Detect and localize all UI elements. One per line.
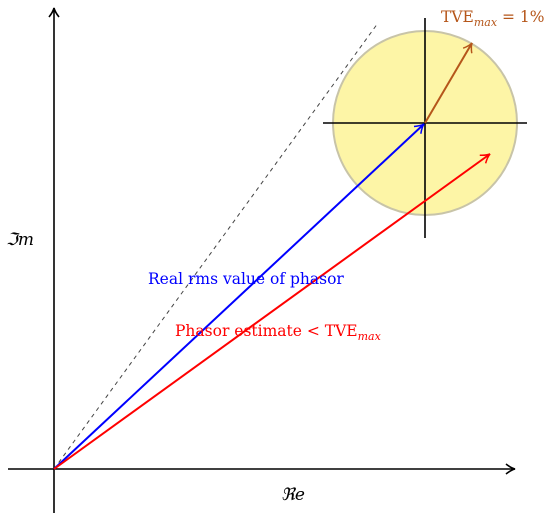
real-axis-label: ℜe	[281, 485, 305, 505]
tve-label-sub: max	[474, 16, 498, 29]
real-phasor-vector	[53, 123, 425, 470]
tve-label-main: TVE	[441, 8, 474, 26]
real-phasor-label: Real rms value of phasor	[148, 270, 344, 288]
estimate-phasor-vector	[53, 153, 491, 470]
dashed-reference-line	[53, 22, 379, 470]
estimate-label-sub: max	[358, 330, 382, 343]
estimate-label: Phasor estimate < TVEmax	[175, 322, 382, 343]
tve-label-suffix: = 1%	[497, 8, 544, 26]
imag-axis-label: ℑm	[6, 230, 34, 250]
tve-label: TVEmax = 1%	[441, 8, 545, 29]
estimate-label-main: Phasor estimate < TVE	[175, 322, 358, 340]
tve-vector	[424, 42, 473, 124]
